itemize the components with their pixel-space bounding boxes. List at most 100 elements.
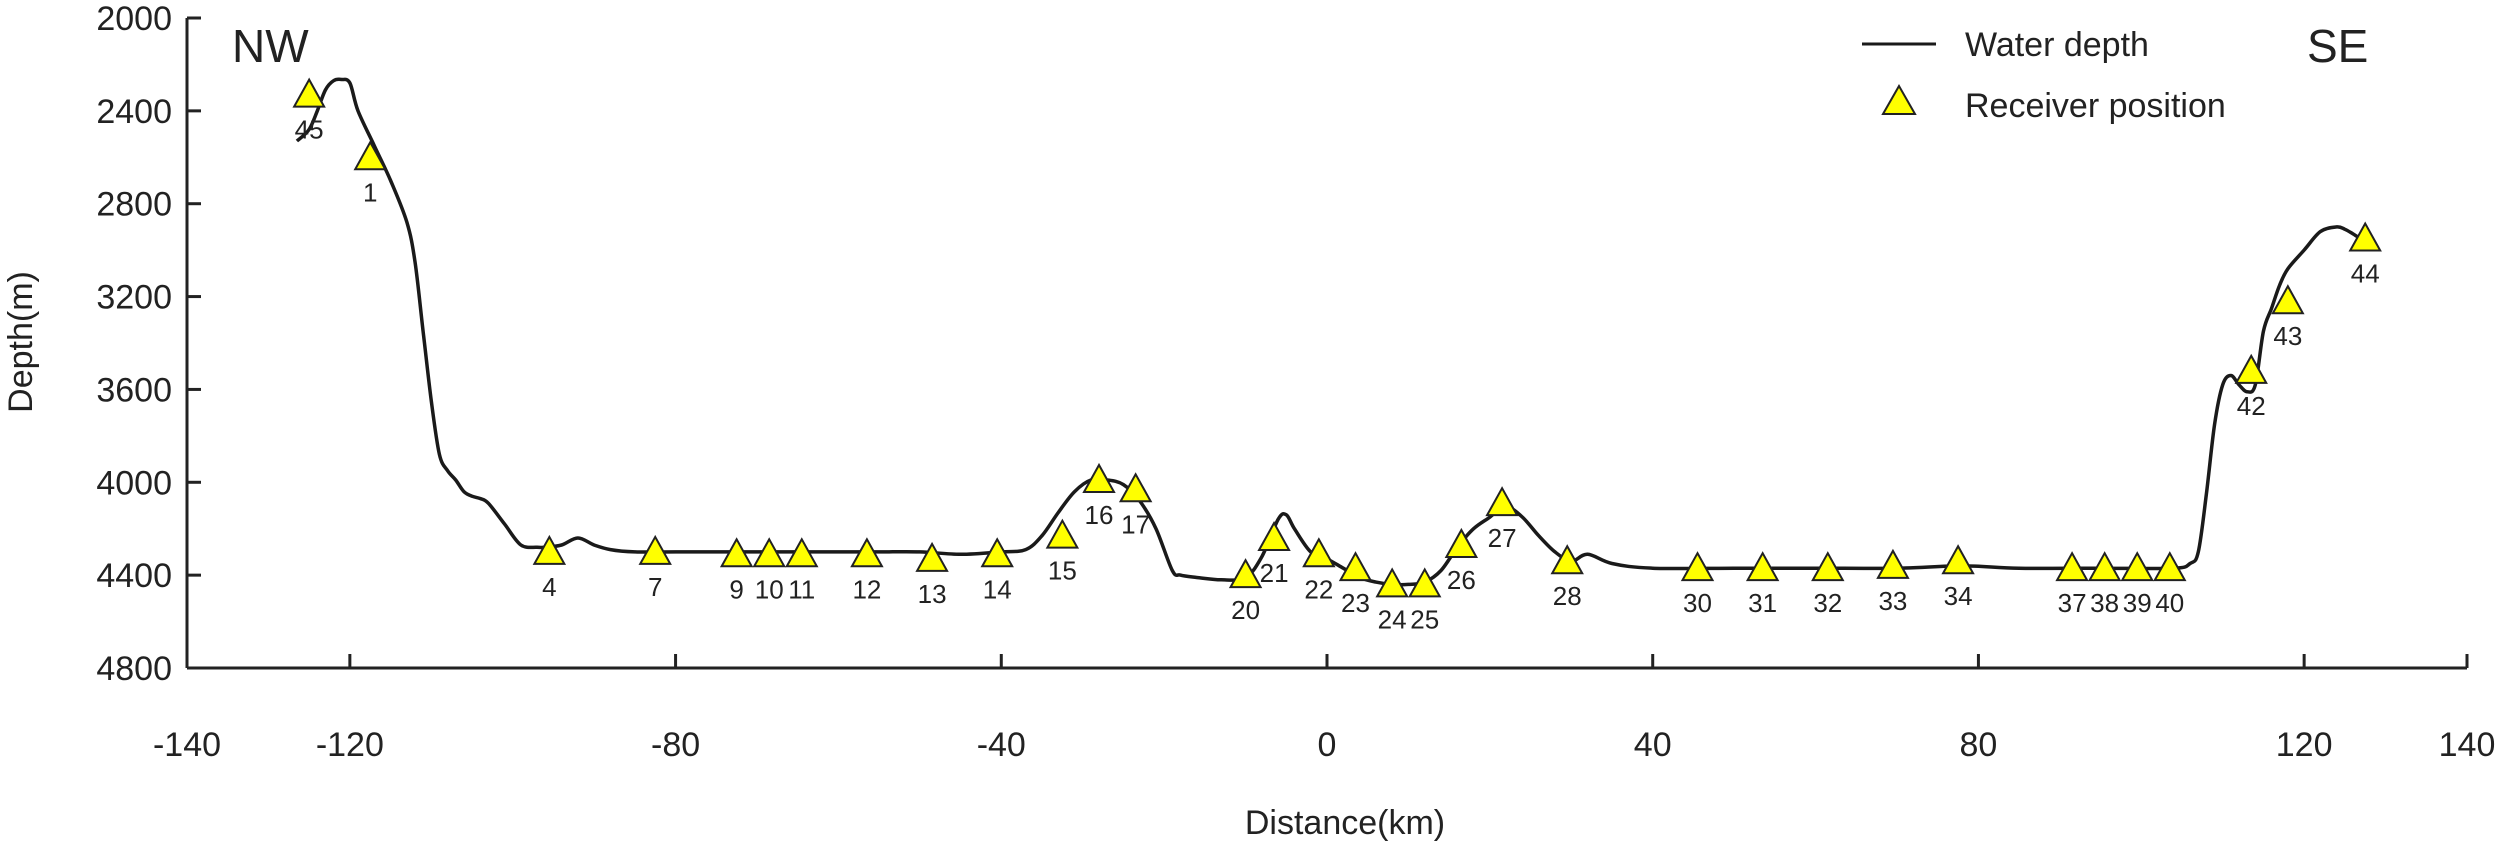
- receiver-label: 10: [755, 574, 784, 604]
- receiver-20: 20: [1228, 558, 1263, 625]
- receiver-label: 24: [1378, 604, 1407, 634]
- y-tick-label: 2400: [96, 93, 172, 131]
- y-tick-label: 4000: [96, 464, 172, 502]
- receiver-marker: [1408, 567, 1442, 598]
- receiver-44: 44: [2348, 221, 2382, 289]
- receiver-marker: [2120, 551, 2154, 582]
- receiver-label: 14: [983, 574, 1012, 604]
- receiver-marker: [638, 534, 672, 565]
- receiver-label: 4: [542, 572, 556, 602]
- receiver-label: 30: [1683, 588, 1712, 618]
- receiver-marker: [2271, 284, 2305, 315]
- receiver-label: 32: [1813, 588, 1842, 618]
- x-axis-title: Distance(km): [1245, 804, 1445, 842]
- receiver-4: 4: [532, 534, 567, 602]
- receiver-17: 17: [1118, 472, 1153, 539]
- receiver-marker: [1082, 462, 1116, 493]
- receiver-marker: [1338, 551, 1373, 582]
- receiver-label: 20: [1231, 595, 1260, 625]
- receiver-marker: [292, 77, 326, 108]
- receiver-23: 23: [1338, 551, 1373, 618]
- receiver-marker: [1375, 567, 1409, 598]
- receiver-marker: [1257, 520, 1291, 551]
- receiver-38: 38: [2087, 551, 2122, 618]
- receiver-marker: [532, 534, 567, 565]
- receiver-marker: [915, 541, 949, 572]
- x-tick-label: -80: [651, 726, 700, 764]
- receiver-13: 13: [915, 541, 949, 609]
- receiver-marker: [1444, 527, 1479, 558]
- x-tick-label: 0: [1318, 726, 1337, 764]
- y-tick-label: 3200: [96, 279, 172, 317]
- receiver-label: 43: [2273, 321, 2302, 351]
- y-axis-title: Depth(m): [2, 271, 40, 413]
- receiver-marker: [1045, 518, 1080, 549]
- receiver-label: 31: [1748, 588, 1777, 618]
- receiver-marker: [2234, 353, 2268, 384]
- legend-triangle-swatch: [1881, 83, 1917, 115]
- receiver-9: 9: [719, 537, 754, 604]
- x-tick-label: 40: [1634, 726, 1672, 764]
- receiver-marker: [1745, 551, 1780, 582]
- receiver-label: 38: [2090, 588, 2119, 618]
- corner-label-left: NW: [232, 20, 309, 72]
- x-tick-label: 120: [2276, 726, 2333, 764]
- receiver-label: 16: [1085, 500, 1114, 530]
- receiver-label: 42: [2237, 391, 2266, 421]
- receiver-label: 13: [918, 579, 947, 609]
- receiver-24: 24: [1375, 567, 1409, 634]
- receiver-label: 12: [852, 574, 881, 604]
- receiver-42: 42: [2234, 353, 2268, 421]
- receiver-marker: [1680, 551, 1715, 582]
- legend-label-water-depth: Water depth: [1965, 26, 2149, 64]
- y-tick-label: 4400: [96, 557, 172, 595]
- receiver-label: 34: [1944, 581, 1973, 611]
- receiver-15: 15: [1045, 518, 1080, 586]
- receiver-label: 39: [2123, 588, 2152, 618]
- x-tick-label: -140: [153, 726, 221, 764]
- receiver-marker: [719, 537, 754, 568]
- receiver-label: 40: [2155, 588, 2184, 618]
- receiver-32: 32: [1811, 551, 1845, 618]
- receiver-label: 15: [1048, 556, 1077, 586]
- receiver-33: 33: [1876, 548, 1910, 616]
- receiver-marker: [980, 537, 1014, 568]
- receiver-marker: [2087, 551, 2122, 582]
- water-depth-series: [295, 77, 2370, 587]
- receiver-16: 16: [1082, 462, 1116, 530]
- y-tick-label: 4800: [96, 650, 172, 688]
- receiver-marker: [1811, 551, 1845, 582]
- legend-label-receiver-position: Receiver position: [1965, 87, 2226, 125]
- receiver-12: 12: [850, 537, 884, 604]
- receiver-marker: [850, 537, 884, 568]
- receiver-27: 27: [1485, 486, 1519, 553]
- receiver-label: 23: [1341, 588, 1370, 618]
- receiver-marker: [1302, 537, 1336, 568]
- receiver-marker: [1941, 544, 1975, 575]
- x-tick-label: -120: [316, 726, 384, 764]
- receiver-21: 21: [1257, 520, 1291, 588]
- receiver-10: 10: [752, 537, 786, 604]
- receiver-label: 7: [648, 572, 662, 602]
- receiver-marker: [1118, 472, 1153, 503]
- x-tick-label: 140: [2439, 726, 2496, 764]
- receiver-label: 22: [1304, 574, 1333, 604]
- receiver-marker: [752, 537, 786, 568]
- receiver-43: 43: [2271, 284, 2305, 351]
- receiver-label: 26: [1447, 565, 1476, 595]
- receiver-7: 7: [638, 534, 672, 602]
- receiver-marker: [785, 537, 819, 568]
- receiver-label: 45: [295, 115, 324, 145]
- corner-label-right: SE: [2307, 20, 2368, 72]
- receiver-marker: [353, 140, 387, 171]
- receiver-label: 28: [1553, 581, 1582, 611]
- receiver-25: 25: [1408, 567, 1442, 634]
- receiver-22: 22: [1302, 537, 1336, 604]
- receiver-14: 14: [980, 537, 1014, 604]
- receiver-label: 11: [788, 574, 815, 604]
- y-tick-label: 2000: [96, 0, 172, 38]
- receiver-marker: [1876, 548, 1910, 579]
- receiver-marker: [1228, 558, 1263, 589]
